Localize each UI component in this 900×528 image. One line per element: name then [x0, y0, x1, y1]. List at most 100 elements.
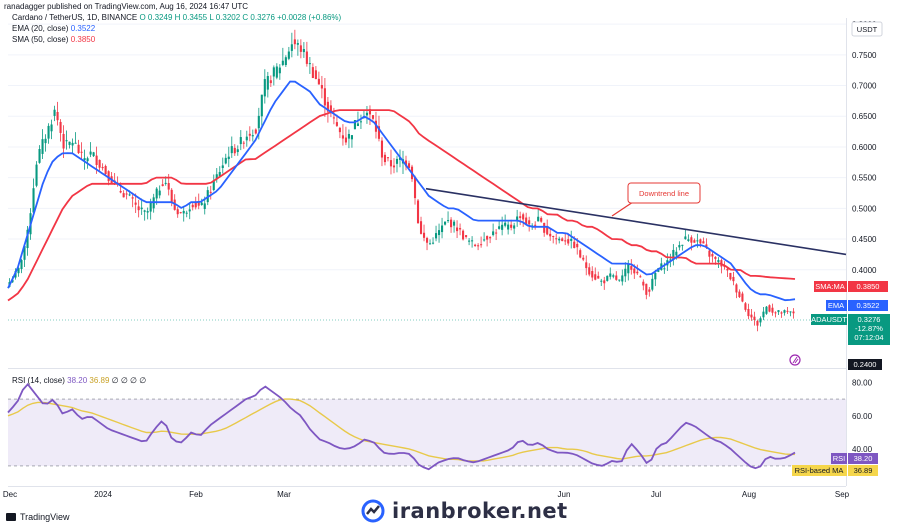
candle-body — [56, 112, 59, 121]
candle-body — [95, 155, 98, 166]
sma-legend[interactable]: SMA (50, close) 0.3850 — [12, 35, 95, 44]
candle-body — [441, 225, 444, 233]
low-tag-value: 0.2400 — [854, 360, 877, 369]
candle-body — [483, 239, 486, 241]
candle-body — [311, 67, 314, 79]
ohlc-change: +0.0028 (+0.86%) — [277, 13, 342, 22]
candle-body — [780, 312, 783, 314]
candle-body — [693, 240, 696, 243]
x-tick-label: Jul — [651, 490, 661, 499]
price-tag-value: 0.3276 — [858, 315, 881, 324]
candle-body — [759, 318, 762, 323]
candle-body — [437, 230, 441, 236]
candle-body — [341, 135, 344, 139]
candle-body — [684, 236, 687, 240]
candle-body — [738, 291, 741, 298]
candle-body — [293, 39, 296, 45]
candle-body — [140, 207, 143, 210]
candle-body — [41, 139, 44, 154]
candle-body — [338, 127, 341, 133]
candle-body — [702, 241, 705, 244]
candle-body — [194, 201, 197, 208]
candle-body — [729, 272, 732, 280]
price-tick-label: 0.7500 — [852, 51, 877, 60]
sma-50-line — [7, 109, 796, 302]
annotation-box — [627, 182, 701, 204]
candle-body — [711, 254, 714, 257]
candle-body — [609, 273, 612, 277]
candle-body — [465, 235, 468, 237]
candle-body — [450, 219, 453, 228]
candle-body — [68, 141, 71, 145]
brand-watermark: iranbroker.net — [360, 498, 568, 524]
candle-body — [314, 70, 317, 79]
currency-badge[interactable]: USDT — [851, 21, 883, 37]
ema-tag: EMA 0.3522 — [826, 300, 888, 311]
candle-body — [164, 182, 167, 184]
candle-body — [519, 216, 522, 218]
rsi-legend[interactable]: RSI (14, close) 38.20 36.89 ∅ ∅ ∅ ∅ — [12, 376, 146, 385]
ema-20-line — [7, 80, 796, 302]
x-tick-label: 2024 — [94, 490, 112, 499]
candle-body — [507, 224, 510, 230]
candle-body — [383, 154, 387, 163]
candle-body — [101, 166, 104, 169]
symbol-name[interactable]: Cardano / TetherUS, 1D, BINANCE — [12, 13, 138, 22]
candle-body — [669, 259, 672, 261]
x-tick-label: Jun — [558, 490, 571, 499]
candle-body — [161, 184, 164, 187]
candle-body — [522, 214, 525, 220]
candle-body — [762, 311, 765, 318]
candle-body — [489, 237, 492, 239]
ohlc-open: O 0.3249 — [139, 13, 173, 22]
price-tick-label: 0.4500 — [852, 235, 877, 244]
candle-body — [672, 249, 675, 260]
candle-body — [774, 312, 777, 314]
candle-body — [395, 158, 399, 164]
candle-body — [537, 216, 540, 222]
publisher-line: ranadagger published on TradingView.com,… — [4, 2, 249, 11]
candle-body — [272, 67, 275, 77]
candle-body — [462, 230, 465, 240]
candle-body — [80, 151, 83, 153]
candle-body — [504, 222, 507, 226]
candle-body — [131, 197, 134, 199]
candle-body — [513, 225, 516, 229]
ema-legend[interactable]: EMA (20, close) 0.3522 — [12, 24, 95, 33]
price-tag: ADAUSDT 0.3276 -12.87% 07:12:04 — [811, 314, 890, 345]
candle-body — [696, 240, 699, 242]
candle-body — [717, 260, 720, 262]
candle-body — [35, 164, 38, 186]
candle-body — [146, 211, 149, 213]
candle-body — [741, 293, 744, 302]
candle-body — [89, 151, 92, 155]
candle-body — [380, 140, 384, 158]
candle-body — [83, 158, 86, 161]
annotation-text: Downtrend line — [639, 189, 689, 198]
candle-body — [212, 180, 215, 191]
candle-body — [528, 220, 531, 225]
price-tick-label: 0.4000 — [852, 266, 877, 275]
rsi-ma-tag-label: RSI-based MA — [795, 466, 844, 475]
candle-body — [444, 221, 447, 225]
alert-icon[interactable] — [789, 354, 801, 366]
price-tick-label: 0.6000 — [852, 143, 877, 152]
tradingview-footer[interactable]: TradingView — [6, 512, 70, 522]
candle-body — [26, 229, 29, 249]
candle-body — [516, 216, 519, 221]
candle-body — [317, 78, 320, 85]
candle-body — [419, 221, 423, 234]
candle-body — [38, 149, 41, 163]
candle-body — [44, 138, 47, 144]
downtrend-annotation[interactable]: Downtrend line — [611, 182, 701, 217]
rsi-tick-label: 80.00 — [852, 378, 873, 387]
candle-body — [125, 193, 128, 195]
candle-body — [612, 275, 615, 277]
candle-body — [326, 101, 329, 112]
candle-body — [555, 238, 558, 240]
downtrend-line[interactable] — [425, 187, 847, 256]
sma-legend-value: 0.3850 — [70, 35, 96, 44]
sma-tag-label: SMA:MA — [815, 282, 845, 291]
candle-body — [675, 251, 678, 256]
